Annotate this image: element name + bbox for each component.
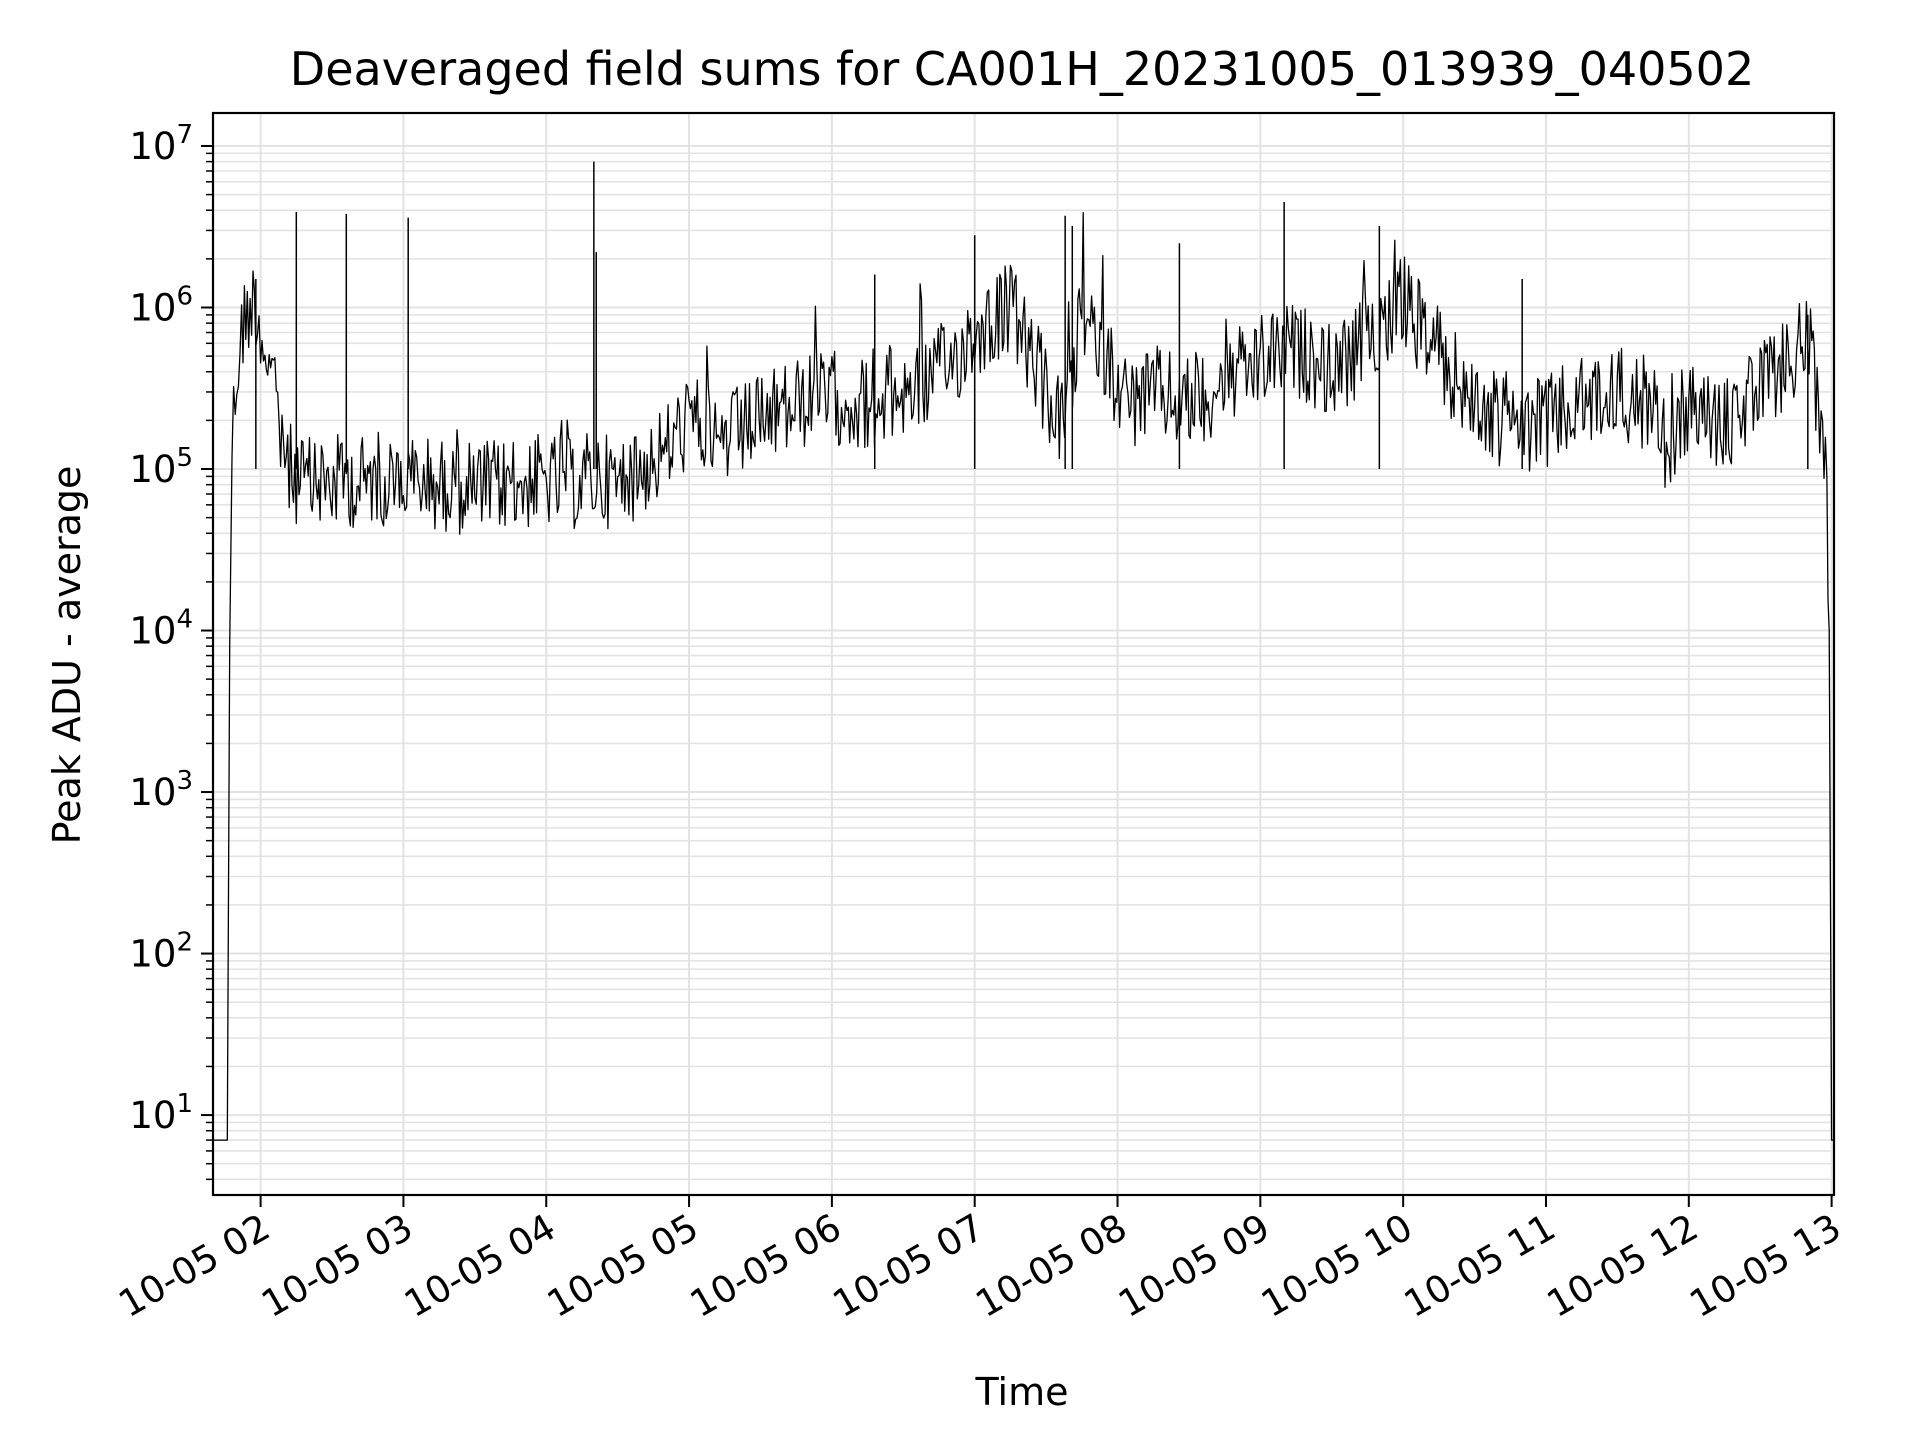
y-tick-label: 105 <box>129 443 193 491</box>
y-tick-label: 106 <box>129 281 193 329</box>
x-axis-label: Time <box>975 1370 1069 1414</box>
y-tick-label: 104 <box>129 605 193 653</box>
y-tick-label: 107 <box>129 120 193 168</box>
axes-frame <box>211 111 1836 1197</box>
y-tick-label: 101 <box>129 1089 193 1137</box>
y-axis-label: Peak ADU - average <box>45 466 89 845</box>
chart-title: Deaveraged field sums for CA001H_2023100… <box>290 42 1754 96</box>
series-line <box>213 212 1834 1141</box>
grid <box>213 113 1834 1195</box>
y-tick-label: 103 <box>129 766 193 814</box>
y-tick-label: 102 <box>129 928 193 976</box>
plot-area <box>213 161 1834 1141</box>
